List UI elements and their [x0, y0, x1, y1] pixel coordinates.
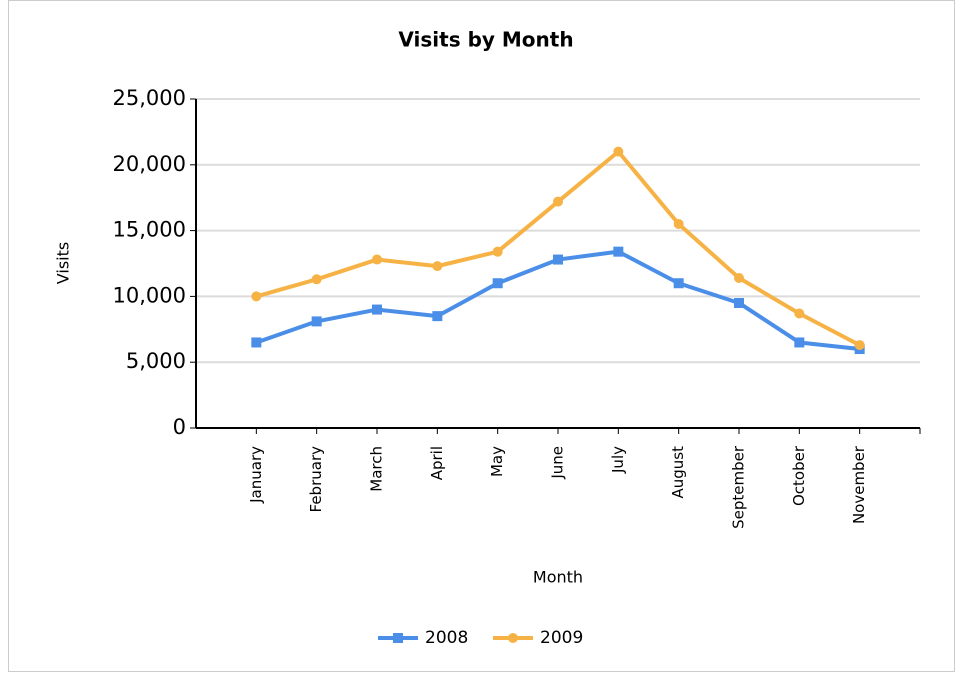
data-point	[311, 274, 322, 285]
x-tick-label: October	[790, 445, 808, 506]
y-axis-label: Visits	[54, 242, 73, 284]
x-tick-label: November	[850, 445, 868, 524]
y-tick-label: 10,000	[113, 283, 186, 307]
frame	[8, 0, 955, 672]
data-point	[492, 246, 503, 257]
x-tick-label: March	[368, 446, 386, 492]
x-tick-label: February	[307, 446, 325, 513]
data-point	[794, 308, 805, 319]
data-point	[432, 261, 443, 272]
x-tick-label: July	[609, 446, 627, 474]
y-tick-label: 0	[173, 415, 186, 439]
data-point	[734, 297, 744, 308]
data-point	[794, 337, 805, 348]
data-point	[673, 278, 684, 289]
y-tick-label: 20,000	[113, 152, 186, 176]
data-point	[251, 291, 262, 302]
data-point	[372, 304, 382, 315]
chart-title: Visits by Month	[398, 28, 573, 52]
legend-marker	[393, 633, 403, 643]
legend-marker	[508, 633, 518, 643]
x-tick-label: June	[549, 446, 567, 480]
legend-label: 2009	[540, 628, 583, 648]
legend-label: 2008	[425, 628, 468, 648]
x-tick-label: May	[488, 446, 506, 477]
x-tick-label: January	[247, 446, 265, 504]
data-point	[432, 311, 443, 322]
x-tick-label: April	[428, 446, 446, 480]
data-point	[492, 278, 503, 289]
data-point	[553, 254, 563, 265]
data-point	[613, 146, 624, 157]
data-point	[673, 219, 684, 230]
y-tick-label: 5,000	[126, 349, 186, 373]
y-tick-label: 15,000	[113, 218, 186, 242]
data-point	[854, 340, 865, 351]
data-point	[553, 196, 563, 207]
x-tick-label: September	[730, 445, 748, 529]
x-axis-label: Month	[533, 568, 583, 587]
x-tick-label: August	[669, 446, 687, 499]
data-point	[372, 254, 382, 265]
data-point	[311, 316, 322, 327]
data-point	[613, 246, 624, 257]
data-point	[734, 272, 744, 283]
y-tick-label: 25,000	[113, 86, 186, 110]
data-point	[251, 337, 262, 348]
